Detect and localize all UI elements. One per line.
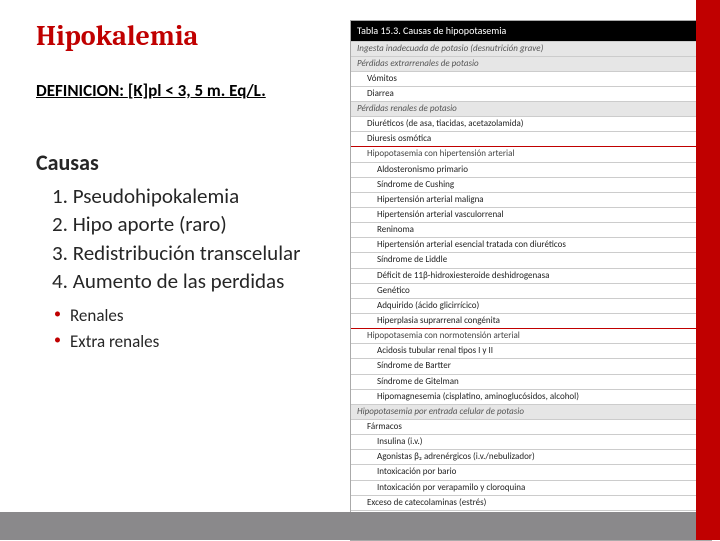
list-item: 3. Redistribución transcelular [36, 239, 338, 267]
table-row: Síndrome de Cushing [351, 177, 711, 192]
table-row: Hipertensión arterial maligna [351, 192, 711, 207]
table-row: Hipomagnesemia (cisplatino, aminoglucósi… [351, 389, 711, 404]
table-header: Tabla 15.3. Causas de hipopotasemia [351, 21, 711, 41]
table-row: Síndrome de Gitelman [351, 374, 711, 389]
decorative-right-bar [696, 0, 720, 540]
definition-value: [K]pl < 3, 5 m. Eq/L. [128, 80, 266, 101]
table-row: Adquirido (ácido glicirrícico) [351, 298, 711, 313]
table-row: Síndrome de Bartter [351, 358, 711, 373]
definition-label: DEFINICION: [36, 80, 124, 101]
slide: Hipokalemia DEFINICION: [K]pl < 3, 5 m. … [0, 0, 720, 540]
table-row: Diuresis osmótica [351, 131, 711, 146]
left-column: Hipokalemia DEFINICION: [K]pl < 3, 5 m. … [0, 0, 350, 540]
table-row: Aldosteronismo primario [351, 162, 711, 177]
table-row: Hipopotasemia con hipertensión arterial [351, 146, 711, 161]
table-row: Agonistas β₂ adrenérgicos (i.v./nebuliza… [351, 449, 711, 464]
causes-heading: Causas [36, 149, 338, 176]
causes-list: 1. Pseudohipokalemia 2. Hipo aporte (rar… [36, 182, 338, 295]
causes-table: Tabla 15.3. Causas de hipopotasemia Inge… [350, 20, 712, 541]
table-row: Ingesta inadecuada de potasio (desnutric… [351, 41, 711, 56]
page-title: Hipokalemia [36, 20, 338, 52]
table-row: Hipopotasemia por entrada celular de pot… [351, 404, 711, 419]
list-item: Renales [36, 303, 338, 329]
table-row: Reninoma [351, 222, 711, 237]
table-row: Genético [351, 283, 711, 298]
table-row: Insulina (i.v.) [351, 434, 711, 449]
table-row: Diarrea [351, 86, 711, 101]
table-row: Hipertensión arterial esencial tratada c… [351, 237, 711, 252]
table-row: Intoxicación por bario [351, 464, 711, 479]
table-row: Hipopotasemia con normotensión arterial [351, 328, 711, 343]
table-row: Acidosis tubular renal tipos I y II [351, 343, 711, 358]
list-item: Extra renales [36, 329, 338, 355]
table-row: Síndrome de Liddle [351, 252, 711, 267]
table-row: Hiperplasia suprarrenal congénita [351, 313, 711, 328]
list-item: 2. Hipo aporte (raro) [36, 210, 338, 238]
table-row: Déficit de 11β-hidroxiesteroide deshidro… [351, 268, 711, 283]
table-row: Fármacos [351, 419, 711, 434]
table-row: Pérdidas renales de potasio [351, 101, 711, 116]
table-row: Intoxicación por verapamilo y cloroquina [351, 480, 711, 495]
right-column: Tabla 15.3. Causas de hipopotasemia Inge… [350, 0, 720, 540]
list-item: 1. Pseudohipokalemia [36, 182, 338, 210]
table-row: Exceso de catecolaminas (estrés) [351, 495, 711, 510]
definition-line: DEFINICION: [K]pl < 3, 5 m. Eq/L. [36, 80, 338, 101]
sub-causes-list: Renales Extra renales [36, 303, 338, 354]
decorative-bottom-bar [0, 512, 720, 540]
table-row: Vómitos [351, 71, 711, 86]
table-body: Ingesta inadecuada de potasio (desnutric… [351, 41, 711, 541]
table-row: Diuréticos (de asa, tiacidas, acetazolam… [351, 116, 711, 131]
list-item: 4. Aumento de las perdidas [36, 267, 338, 295]
table-row: Pérdidas extrarrenales de potasio [351, 56, 711, 71]
table-row: Hipertensión arterial vasculorrenal [351, 207, 711, 222]
